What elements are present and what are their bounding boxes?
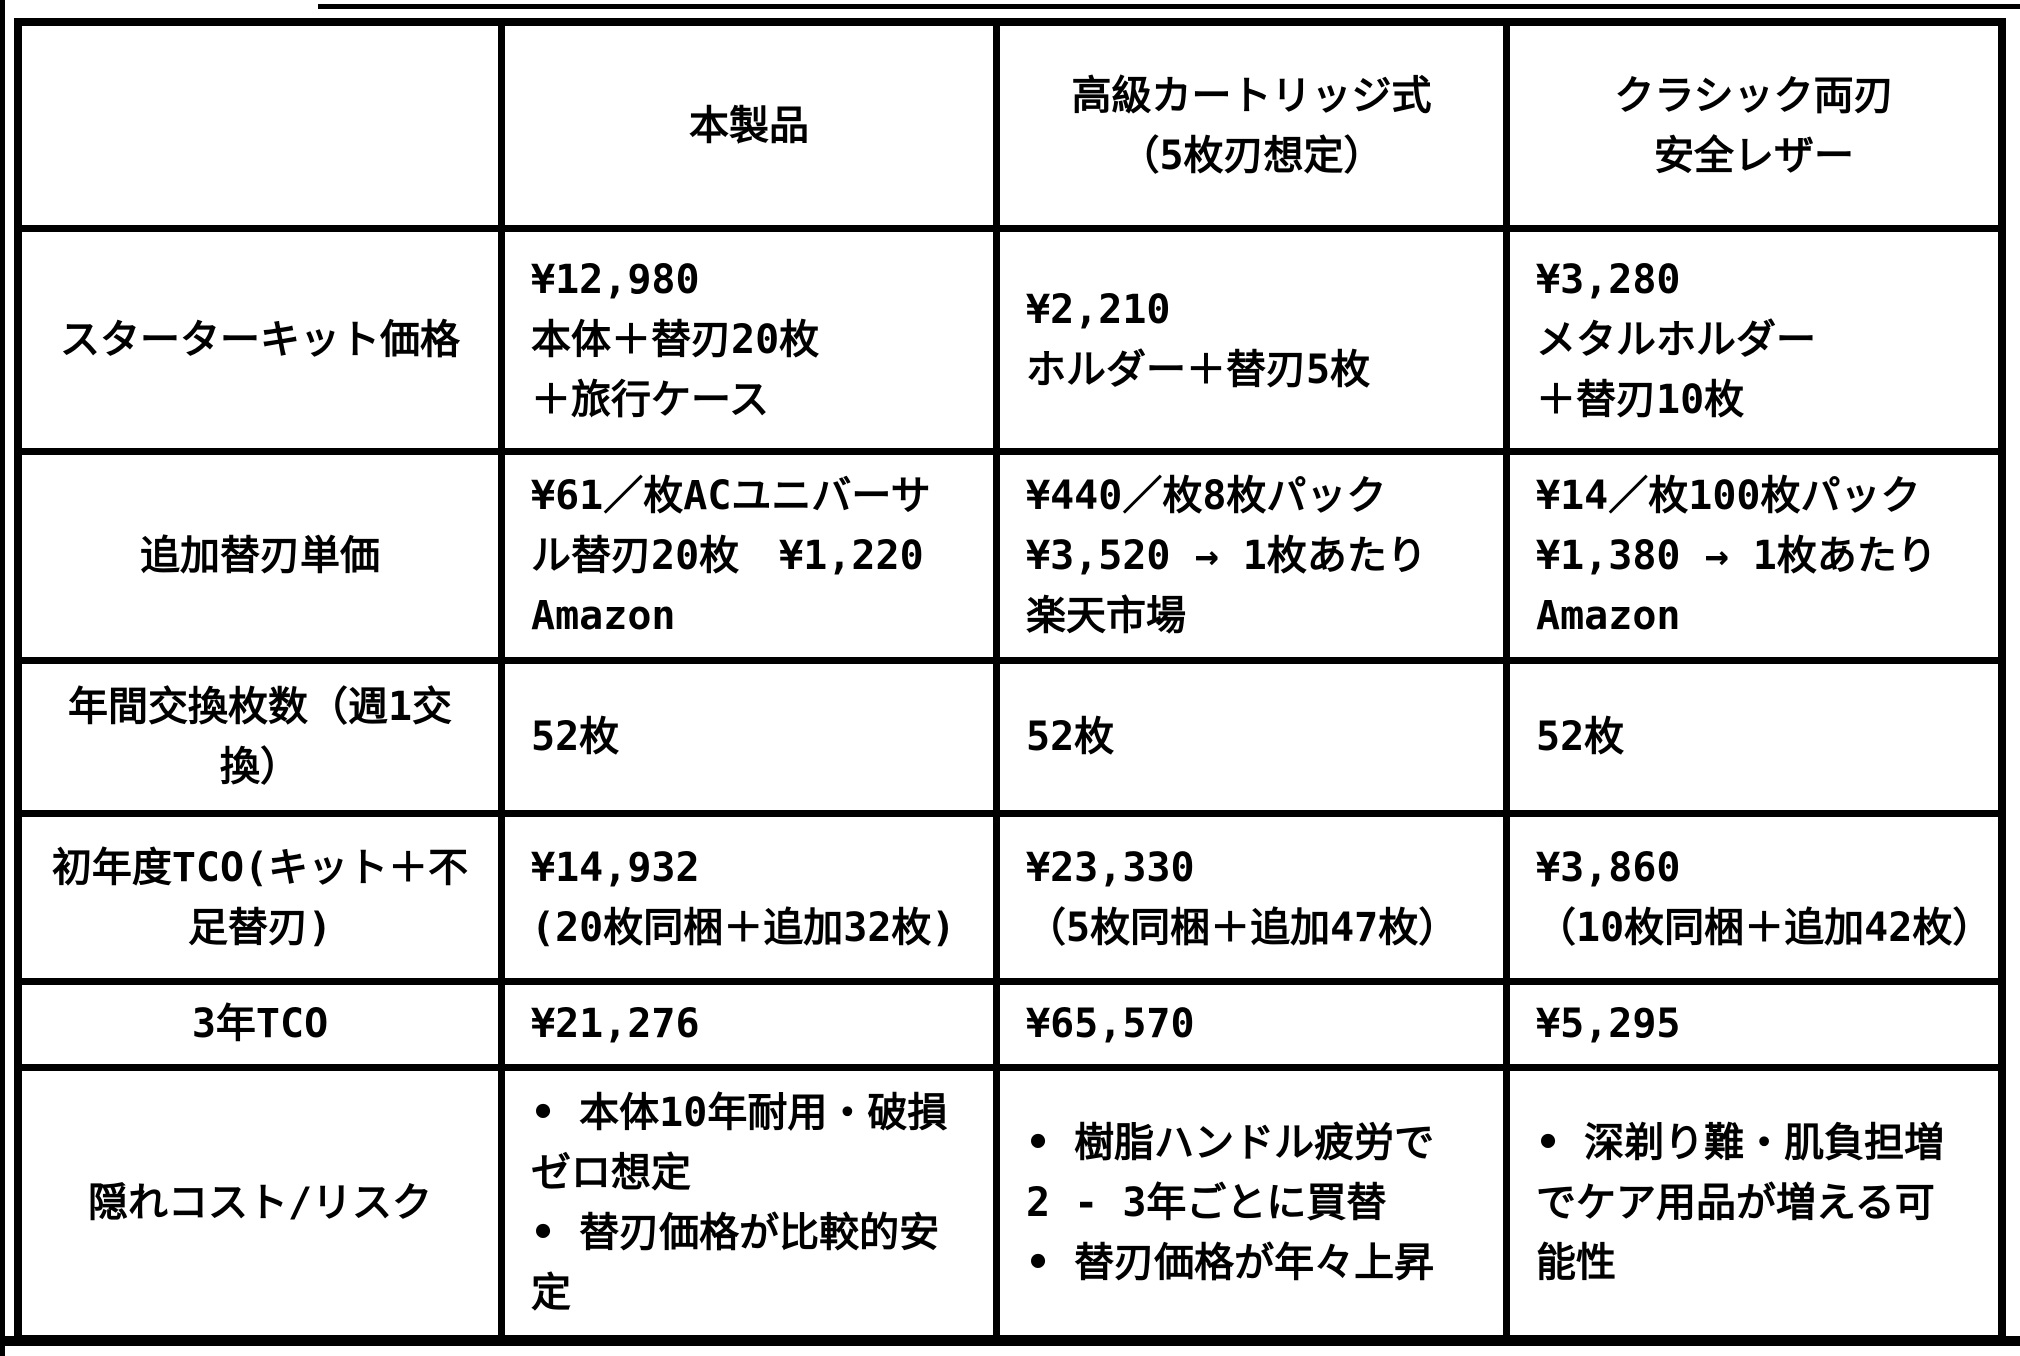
data-cell-hidden-cost-this-product: • 本体10年耐用・破損 ゼロ想定 • 替刃価格が比較的安 定 (505, 1071, 1000, 1335)
row-label-annual-replacement: 年間交換枚数（週1交 換） (22, 664, 505, 818)
data-cell-three-year-tco-this-product: ¥21,276 (505, 984, 1000, 1072)
data-cell-blade-price-cartridge: ¥440／枚8枚パック ¥3,520 → 1枚あたり 楽天市場 (1000, 454, 1510, 665)
cropped-frame-top-line (318, 4, 2020, 9)
product-cost-comparison-table: 本製品 高級カートリッジ式 （5枚刃想定） クラシック両刃 安全レザー スタータ… (14, 18, 2006, 1343)
data-cell-annual-classic: 52枚 (1510, 664, 1998, 818)
data-cell-starter-kit-this-product: ¥12,980 本体＋替刃20枚 ＋旅行ケース (505, 232, 1000, 455)
data-cell-starter-kit-classic: ¥3,280 メタルホルダー ＋替刃10枚 (1510, 232, 1998, 455)
row-label-first-year-tco: 初年度TCO(キット＋不 足替刃) (22, 817, 505, 985)
data-cell-three-year-tco-cartridge: ¥65,570 (1000, 984, 1510, 1072)
header-cell-empty (22, 26, 505, 233)
row-label-hidden-cost-risk: 隠れコスト/リスク (22, 1071, 505, 1335)
data-cell-hidden-cost-cartridge: • 樹脂ハンドル疲労で 2 - 3年ごとに買替 • 替刃価格が年々上昇 (1000, 1071, 1510, 1335)
header-cell-classic-double-edge: クラシック両刃 安全レザー (1510, 26, 1998, 233)
row-label-three-year-tco: 3年TCO (22, 984, 505, 1072)
data-cell-first-year-tco-this-product: ¥14,932 (20枚同梱＋追加32枚) (505, 817, 1000, 985)
data-cell-three-year-tco-classic: ¥5,295 (1510, 985, 1998, 1072)
data-cell-annual-cartridge: 52枚 (1000, 664, 1510, 818)
header-cell-premium-cartridge: 高級カートリッジ式 （5枚刃想定） (1000, 26, 1510, 233)
row-label-blade-unit-price: 追加替刃単価 (22, 454, 505, 665)
data-cell-blade-price-this-product: ¥61／枚ACユニバーサ ル替刃20枚 ¥1,220 Amazon (505, 454, 1000, 665)
cropped-frame-left-line (0, 0, 5, 1356)
header-cell-this-product: 本製品 (505, 26, 1000, 233)
data-cell-hidden-cost-classic: • 深剃り難・肌負担増 でケア用品が増える可 能性 (1536, 1120, 1945, 1287)
data-cell-first-year-tco-classic: ¥3,860 （10枚同梱＋追加42枚） (1510, 817, 1998, 985)
data-cell-blade-price-classic: ¥14／枚100枚パック ¥1,380 → 1枚あたり Amazon (1510, 455, 1998, 665)
cropped-frame-bottom-line (0, 1336, 2020, 1346)
data-cell-annual-this-product: 52枚 (505, 664, 1000, 818)
row-label-starter-kit-price: スターターキット価格 (22, 232, 505, 455)
data-cell-first-year-tco-cartridge: ¥23,330 （5枚同梱＋追加47枚） (1000, 817, 1510, 985)
data-cell-starter-kit-cartridge: ¥2,210 ホルダー＋替刃5枚 (1000, 232, 1510, 455)
